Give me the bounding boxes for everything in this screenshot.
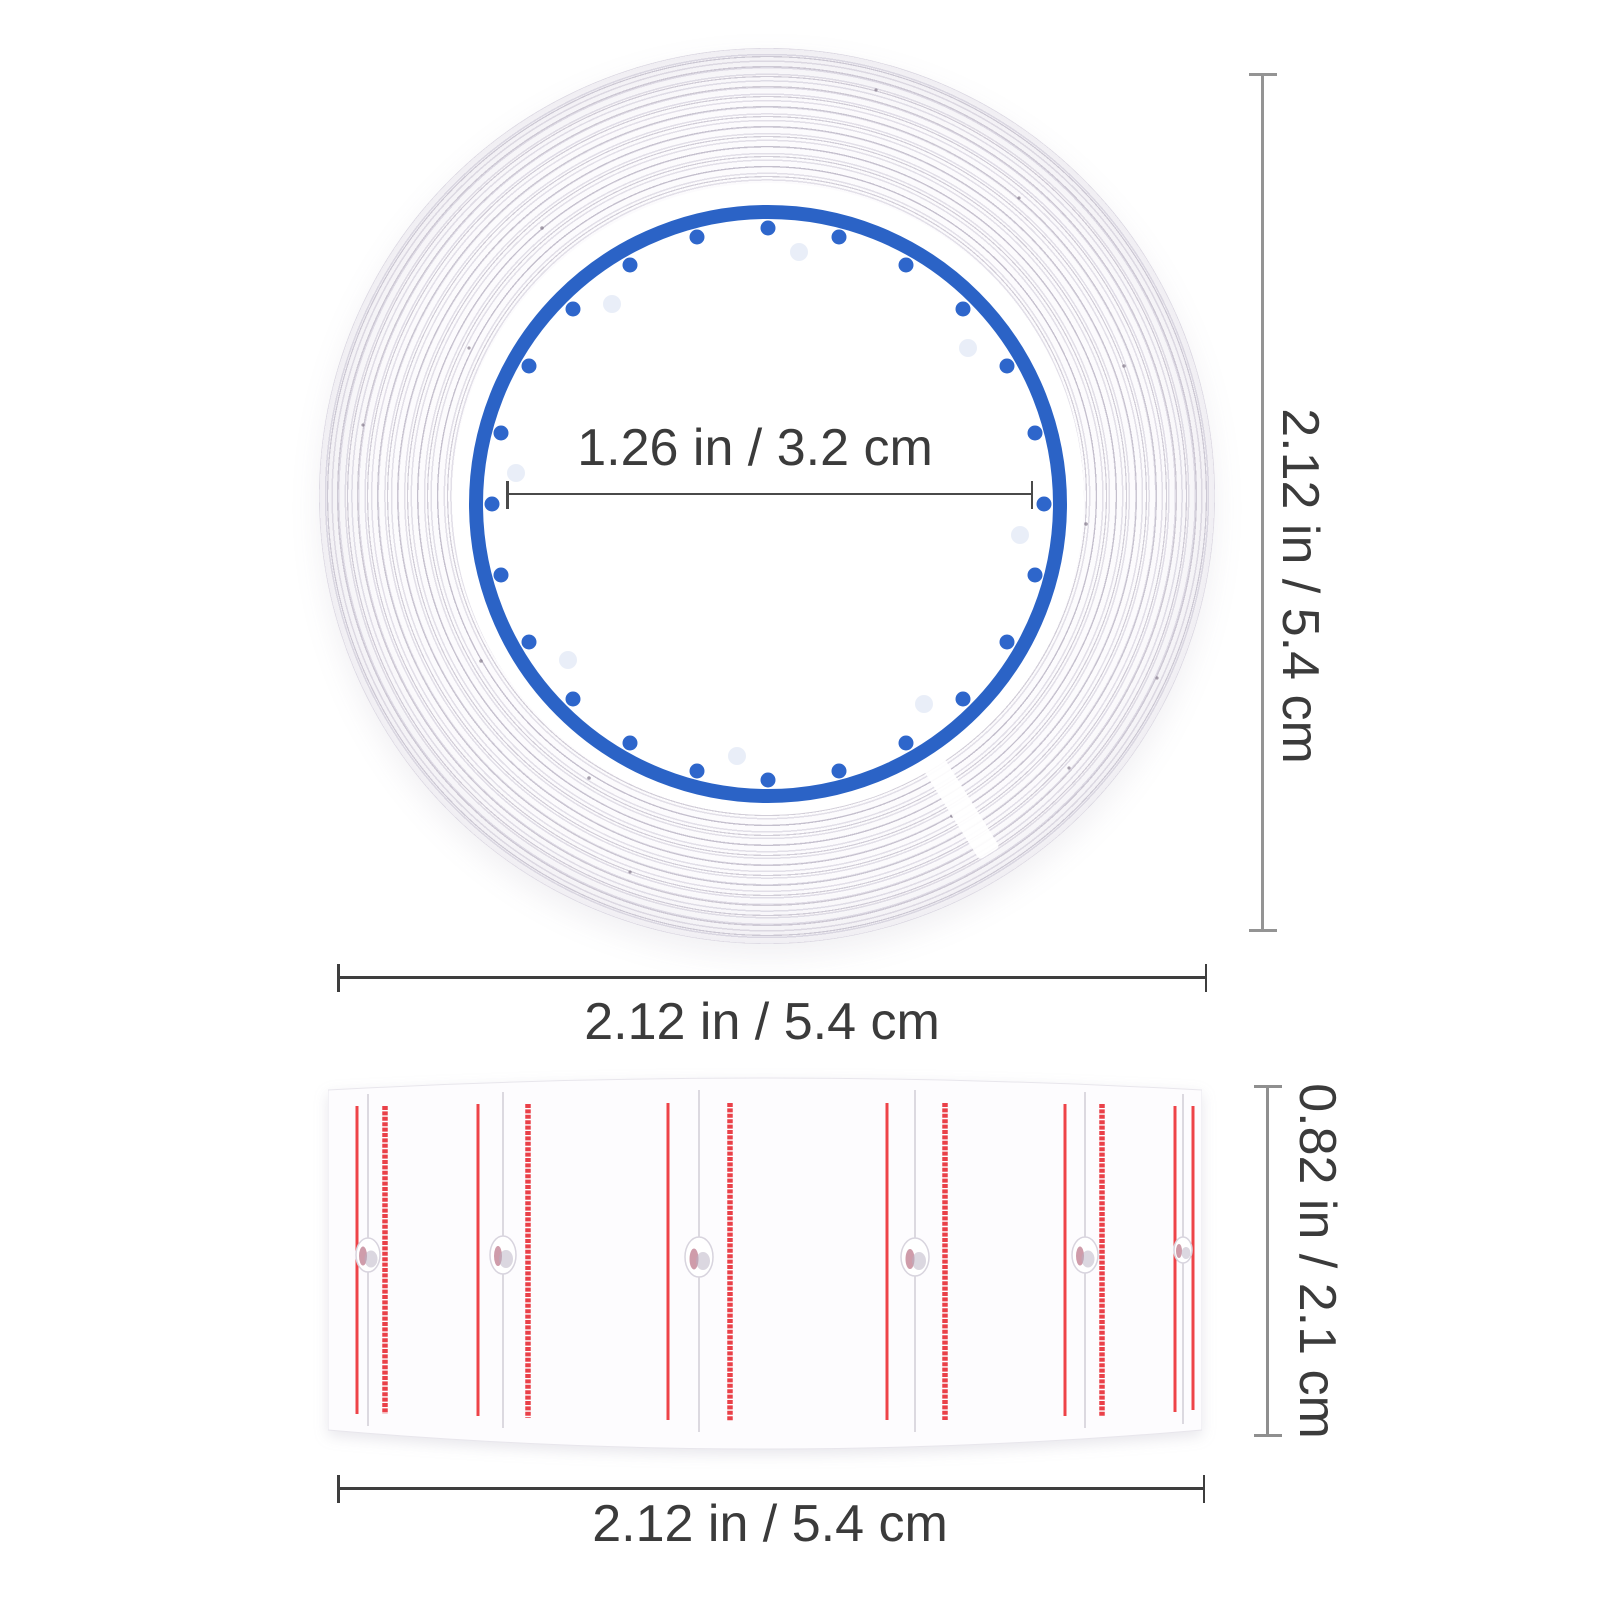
inner-diameter-label: 1.26 in / 3.2 cm [577,419,933,477]
feed-hole [684,1236,714,1278]
feed-holes [355,1235,1193,1278]
feed-hole [1071,1236,1099,1274]
strip-width-dimension-line [337,1476,1205,1500]
feed-hole [489,1235,517,1275]
strip-height-label: 0.82 in / 2.1 cm [1288,1083,1346,1439]
core-glue-residue [507,243,1029,765]
red-guide-lines-thick [382,1103,1105,1421]
core-ring-circle [469,205,1067,803]
roll-width-dimension-line [337,965,1207,989]
core-ring [469,205,1067,803]
label-roll-photo [319,48,1215,944]
feed-hole [355,1237,381,1273]
roll-height-label: 2.12 in / 5.4 cm [1271,408,1329,764]
roll-width-label: 2.12 in / 5.4 cm [584,993,940,1051]
feed-hole [1173,1236,1193,1264]
strip-height-dimension-line [1253,1085,1282,1437]
feed-hole [900,1237,930,1277]
roll-height-dimension-line [1248,73,1277,932]
label-strip-photo [328,1077,1202,1450]
strip-body [328,1077,1202,1450]
core-teeth [484,220,1052,788]
strip-width-label: 2.12 in / 5.4 cm [592,1495,948,1553]
inner-diameter-dimension-line [506,480,1033,509]
